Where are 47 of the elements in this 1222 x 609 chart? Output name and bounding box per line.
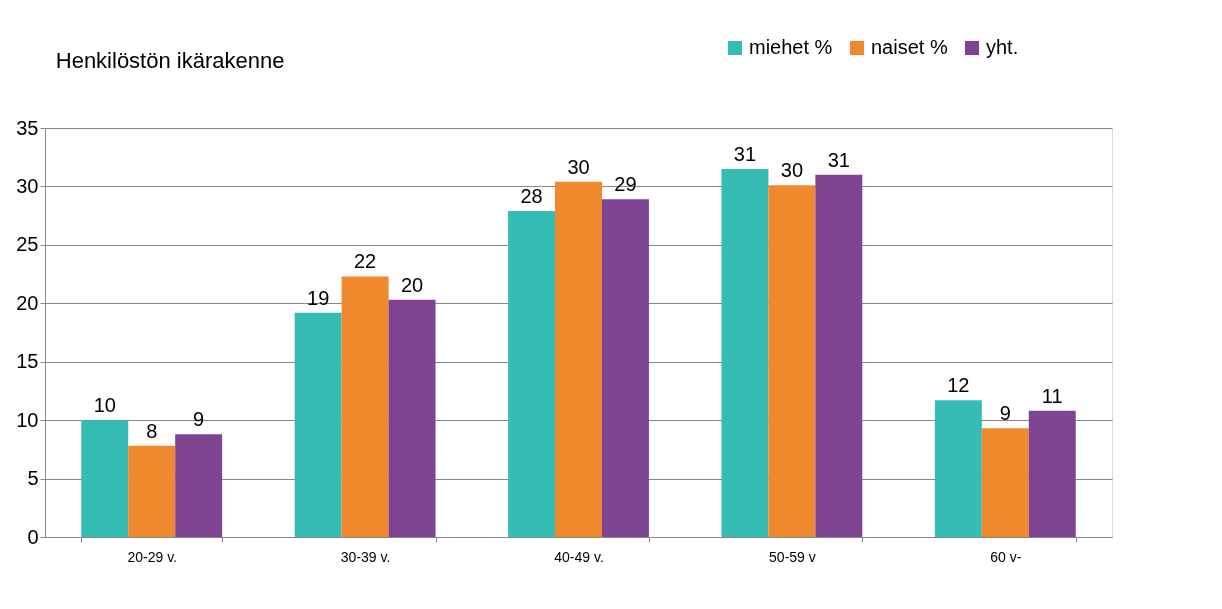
bar [175,434,223,537]
data-label: 9 [999,402,1011,425]
data-label: 30 [780,159,804,182]
data-label: 28 [520,184,543,207]
y-tick-label: 30 [16,174,39,197]
bar [601,199,649,537]
data-label: 19 [307,286,330,309]
data-label: 10 [93,394,116,417]
legend-label: yht. [986,36,1019,58]
bar [128,445,176,537]
data-label: 22 [353,250,377,273]
data-label: 8 [146,419,158,442]
bar [555,181,602,537]
bar [1028,410,1076,537]
bar [721,168,769,537]
data-label: 11 [1041,384,1063,407]
data-label: 20 [400,273,424,296]
y-tick-label: 25 [16,233,39,256]
data-label: 9 [193,408,205,431]
data-label: 31 [827,148,850,171]
y-tick-label: 15 [16,350,39,373]
data-label: 30 [567,155,590,178]
y-tick-label: 0 [27,525,39,548]
bar [294,312,342,537]
bar [934,400,982,537]
bar [768,185,816,537]
legend-label: naiset % [871,36,948,58]
x-tick-label: 40-49 v. [554,548,604,565]
bar [508,210,556,537]
data-label: 29 [614,173,637,196]
bar [815,174,863,537]
chart-title: Henkilöstön ikärakenne [55,48,285,73]
x-tick-label: 30-39 v. [340,548,391,565]
x-tick-label: 20-29 v. [127,548,177,565]
y-tick-label: 35 [16,116,39,139]
bar [981,428,1029,537]
data-label: 31 [733,142,757,165]
y-tick-label: 5 [27,467,39,490]
x-tick-label: 50-59 v [769,548,816,565]
bar [81,420,129,537]
data-label: 12 [947,374,970,397]
bar [388,299,436,537]
y-tick-label: 10 [16,408,39,431]
x-tick-label: 60 v- [990,548,1022,565]
legend-label: miehet % [749,36,833,58]
y-tick-label: 20 [16,291,39,314]
bar [341,276,389,537]
